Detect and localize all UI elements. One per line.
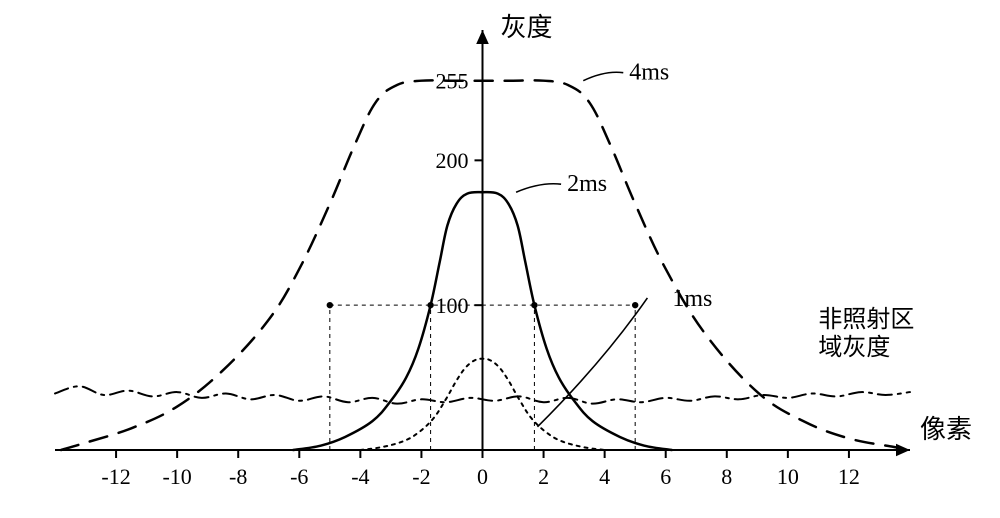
noise-label-line2: 域灰度 [818,334,890,361]
guide-dot-1 [427,302,433,308]
x-tick-label: -2 [412,464,430,489]
x-tick-label: -8 [229,464,247,489]
guide-dot-0 [327,302,333,308]
x-tick-label: 4 [599,464,610,489]
x-tick-label: -12 [101,464,130,489]
y-tick-label: 200 [436,148,469,173]
x-axis-label: 像素 [920,415,972,444]
y-axis-label: 灰度 [501,13,553,42]
curve-1ms-label: 1ms [672,286,712,312]
guide-dot-3 [632,302,638,308]
x-tick-label: -4 [351,464,369,489]
x-tick-label: -6 [290,464,308,489]
curve-4ms-label: 4ms [629,60,669,86]
x-tick-label: 12 [838,464,860,489]
x-tick-label: 8 [721,464,732,489]
x-tick-label: 0 [477,464,488,489]
grayscale-pixel-chart: -12 -10 -8 -6 -4 -2 0 2 4 6 8 10 12 100 200 255 灰度像素 4ms 2… [0,0,1000,518]
curve-2ms-label: 2ms [567,171,607,197]
guide-dot-2 [531,302,537,308]
noise-label-line1: 非照射区 [818,306,914,333]
x-tick-label: 6 [660,464,671,489]
y-tick-label: 255 [436,68,469,93]
chart-bg [0,0,1000,518]
x-tick-label: 2 [538,464,549,489]
y-tick-label: 100 [436,293,469,318]
x-tick-label: -10 [162,464,191,489]
x-tick-label: 10 [777,464,799,489]
